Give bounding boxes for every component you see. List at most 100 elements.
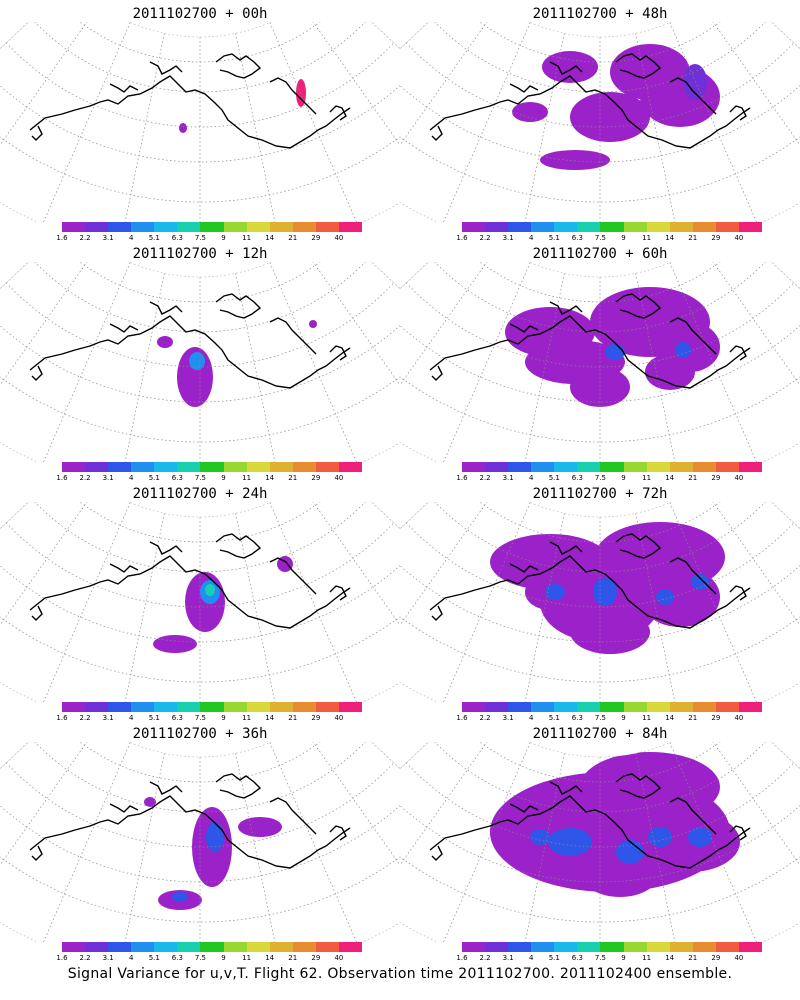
colorbar-tick-label: 3.1 bbox=[502, 234, 514, 242]
map-panel: 2011102700 + 00h 1.6 2.2 3.1 4 5.1 6.3 7.5 9 11 14… bbox=[0, 0, 400, 242]
colorbar-tick-label: 3.1 bbox=[102, 954, 114, 962]
colorbar-tick-label: 2.2 bbox=[479, 234, 491, 242]
colorbar-tick-label: 6.3 bbox=[571, 234, 583, 242]
colorbar-tick-label: 29 bbox=[311, 954, 321, 962]
variance-shading bbox=[570, 367, 630, 407]
map-panel: 2011102700 + 72h 1.6 2.2 3.1 4 5.1 6.3 7.5 9 11 14… bbox=[400, 480, 800, 722]
colorbar-tick-label: 1.6 bbox=[56, 714, 68, 722]
colorbar-swatch bbox=[485, 462, 509, 472]
colorbar bbox=[62, 702, 363, 712]
colorbar-swatch bbox=[531, 462, 555, 472]
figure-caption: Signal Variance for u,v,T. Flight 62. Ob… bbox=[67, 966, 733, 982]
panel-title: 2011102700 + 72h bbox=[532, 486, 668, 502]
colorbar-swatch bbox=[292, 702, 316, 712]
colorbar-tick-label: 2.2 bbox=[79, 954, 91, 962]
colorbar-tick-label: 2.2 bbox=[79, 714, 91, 722]
panel-title: 2011102700 + 48h bbox=[532, 6, 668, 22]
colorbar-tick-label: 5.1 bbox=[148, 714, 160, 722]
colorbar-tick-label: 1.6 bbox=[456, 474, 468, 482]
colorbar-tick-label: 21 bbox=[288, 954, 298, 962]
colorbar-swatch bbox=[292, 462, 316, 472]
colorbar-swatch bbox=[85, 462, 109, 472]
colorbar bbox=[62, 942, 363, 952]
colorbar-swatch bbox=[623, 942, 647, 952]
colorbar-tick-label: 1.6 bbox=[56, 474, 68, 482]
colorbar-tick-label: 21 bbox=[688, 474, 698, 482]
variance-shading bbox=[570, 610, 650, 654]
variance-shading bbox=[179, 123, 187, 133]
colorbar-swatch bbox=[646, 462, 670, 472]
colorbar-tick-label: 21 bbox=[288, 714, 298, 722]
panel-title: 2011102700 + 12h bbox=[132, 246, 268, 262]
panel-title: 2011102700 + 24h bbox=[132, 486, 268, 502]
colorbar-tick-label: 14 bbox=[265, 474, 275, 482]
colorbar-swatch bbox=[738, 462, 763, 472]
colorbar-swatch bbox=[246, 702, 270, 712]
colorbar-tick-label: 21 bbox=[288, 234, 298, 242]
colorbar-swatch bbox=[269, 702, 293, 712]
map-panel: 2011102700 + 36h 1.6 2.2 3.1 4 5.1 6.3 7.5 9 11 14… bbox=[0, 720, 400, 962]
colorbar-swatch bbox=[669, 942, 693, 952]
colorbar-tick-label: 6.3 bbox=[571, 954, 583, 962]
colorbar-tick-label: 2.2 bbox=[79, 474, 91, 482]
colorbar-swatch bbox=[200, 702, 224, 712]
colorbar-swatch bbox=[246, 222, 270, 232]
colorbar-tick-label: 14 bbox=[265, 234, 275, 242]
variance-shading bbox=[648, 827, 672, 847]
colorbar-swatch bbox=[177, 222, 201, 232]
panel-title: 2011102700 + 36h bbox=[132, 726, 268, 742]
colorbar-labels: 1.6 2.2 3.1 4 5.1 6.3 7.5 9 11 14 21 29 40 bbox=[56, 474, 362, 484]
colorbar-labels: 1.6 2.2 3.1 4 5.1 6.3 7.5 9 11 14 21 29 40 bbox=[56, 714, 362, 724]
colorbar-tick-label: 3.1 bbox=[102, 714, 114, 722]
colorbar-swatch bbox=[646, 222, 670, 232]
colorbar-tick-label: 7.5 bbox=[594, 714, 607, 722]
colorbar-tick-label: 3.1 bbox=[502, 474, 514, 482]
colorbar-tick-label: 21 bbox=[688, 234, 698, 242]
polar-map bbox=[0, 22, 400, 222]
colorbar-swatch bbox=[623, 222, 647, 232]
colorbar-swatch bbox=[623, 702, 647, 712]
colorbar-tick-label: 11 bbox=[642, 474, 652, 482]
colorbar-swatch bbox=[131, 222, 155, 232]
colorbar-tick-label: 1.6 bbox=[456, 714, 468, 722]
colorbar-swatch bbox=[315, 702, 339, 712]
colorbar-tick-label: 29 bbox=[311, 474, 321, 482]
colorbar-tick-label: 5.1 bbox=[148, 954, 160, 962]
colorbar-swatch bbox=[462, 462, 486, 472]
colorbar-swatch bbox=[154, 462, 178, 472]
colorbar-tick-label: 4 bbox=[528, 954, 534, 962]
variance-shading bbox=[530, 829, 550, 845]
variance-shading bbox=[545, 584, 565, 600]
colorbar-tick-label: 5.1 bbox=[148, 234, 160, 242]
colorbar-swatch bbox=[85, 942, 109, 952]
colorbar-tick-label: 21 bbox=[688, 954, 698, 962]
colorbar-swatch bbox=[531, 942, 555, 952]
variance-shading bbox=[540, 150, 610, 170]
colorbar-swatch bbox=[531, 222, 555, 232]
colorbar-swatch bbox=[85, 702, 109, 712]
variance-shading bbox=[688, 827, 712, 847]
variance-shading bbox=[153, 635, 197, 653]
colorbar-swatch bbox=[715, 462, 739, 472]
colorbar-tick-label: 14 bbox=[665, 714, 675, 722]
polar-map bbox=[400, 22, 800, 222]
colorbar-tick-label: 6.3 bbox=[171, 714, 183, 722]
colorbar-tick-label: 6.3 bbox=[171, 954, 183, 962]
colorbar-tick-label: 9 bbox=[221, 474, 226, 482]
colorbar-tick-label: 40 bbox=[334, 474, 344, 482]
polar-map bbox=[0, 502, 400, 702]
panel-title: 2011102700 + 00h bbox=[132, 6, 268, 22]
map-panel: 2011102700 + 48h 1.6 2.2 3.1 4 5.1 6.3 7.5 9 11 14… bbox=[400, 0, 800, 242]
colorbar-swatch bbox=[108, 942, 132, 952]
colorbar-tick-label: 11 bbox=[242, 234, 252, 242]
colorbar-tick-label: 40 bbox=[734, 714, 744, 722]
colorbar-swatch bbox=[715, 222, 739, 232]
colorbar-swatch bbox=[223, 942, 247, 952]
colorbar bbox=[62, 462, 363, 472]
colorbar-tick-label: 40 bbox=[734, 234, 744, 242]
colorbar-swatch bbox=[508, 222, 532, 232]
colorbar-tick-label: 21 bbox=[288, 474, 298, 482]
variance-shading bbox=[675, 342, 691, 358]
colorbar-tick-label: 11 bbox=[242, 714, 252, 722]
variance-shading bbox=[616, 840, 644, 864]
